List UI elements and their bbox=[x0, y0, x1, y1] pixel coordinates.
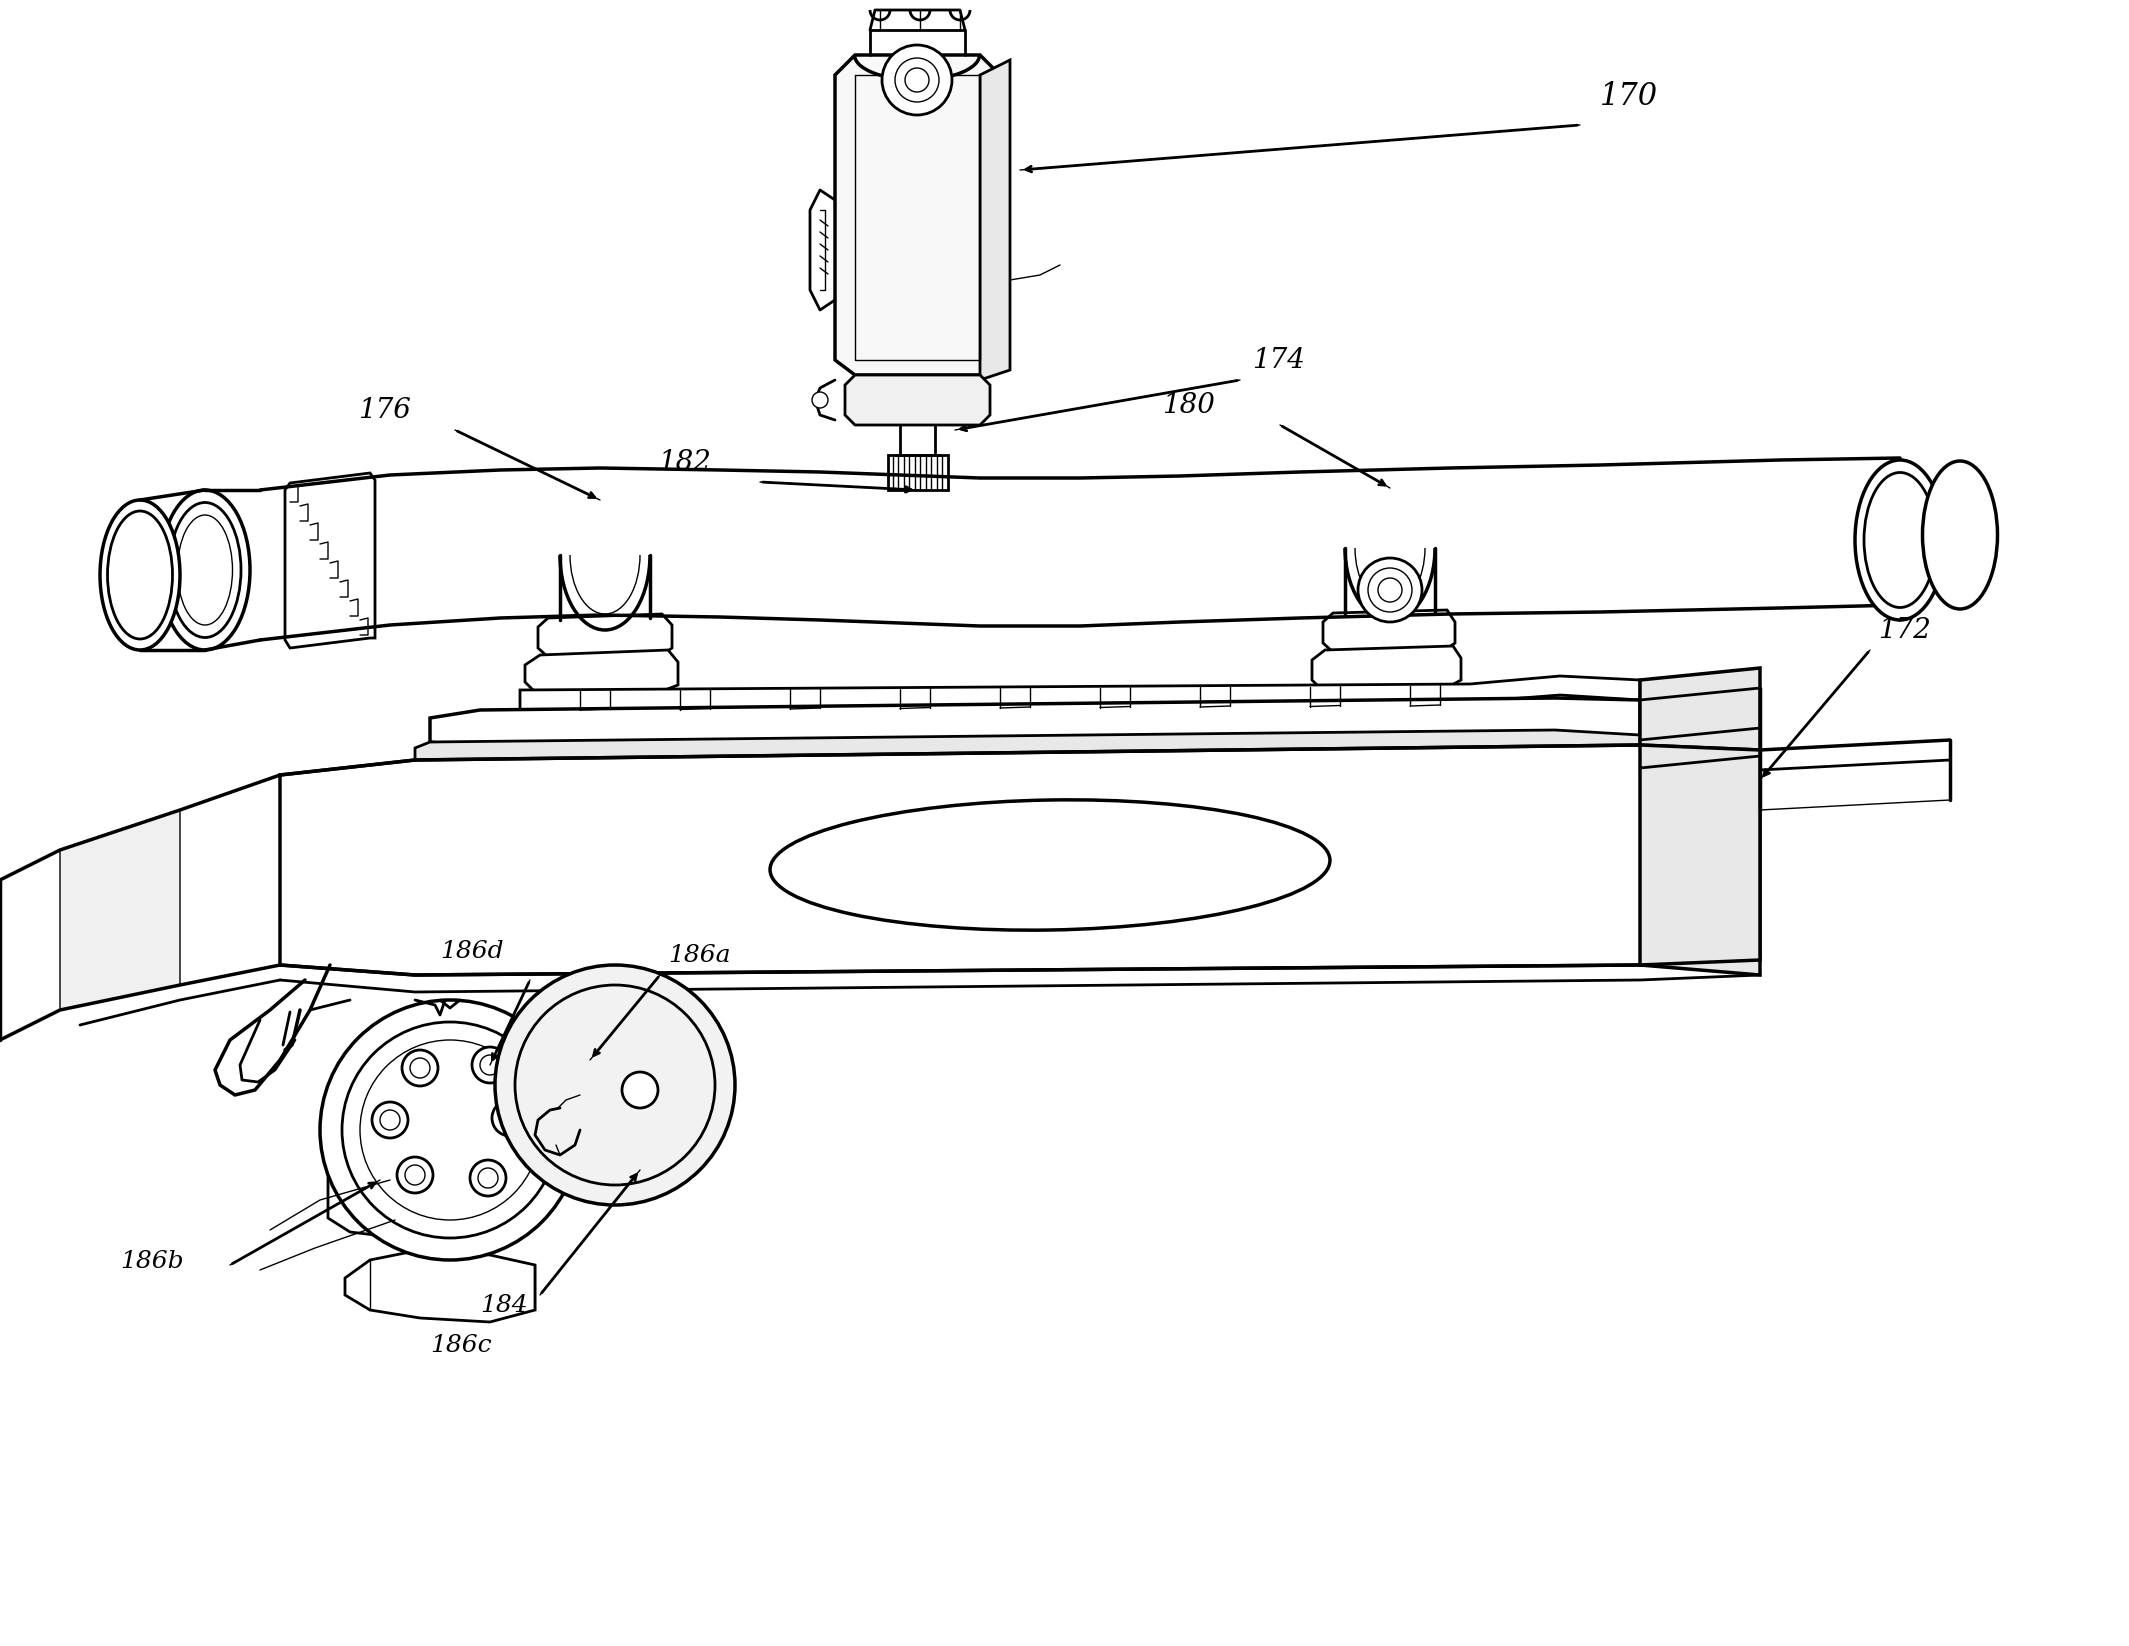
Polygon shape bbox=[526, 650, 677, 691]
Circle shape bbox=[396, 1157, 432, 1193]
Polygon shape bbox=[281, 746, 1761, 974]
Circle shape bbox=[479, 1055, 500, 1075]
Ellipse shape bbox=[168, 502, 241, 637]
Circle shape bbox=[622, 1072, 658, 1108]
Text: 182: 182 bbox=[658, 449, 711, 476]
Circle shape bbox=[905, 67, 928, 92]
Polygon shape bbox=[888, 454, 947, 491]
Circle shape bbox=[402, 1050, 439, 1086]
Polygon shape bbox=[519, 677, 1639, 709]
Text: 180: 180 bbox=[1162, 392, 1216, 420]
Circle shape bbox=[343, 1022, 558, 1238]
Text: 186a: 186a bbox=[669, 945, 730, 966]
Circle shape bbox=[319, 1001, 579, 1259]
Polygon shape bbox=[285, 472, 375, 649]
Circle shape bbox=[379, 1109, 400, 1131]
Text: 186d: 186d bbox=[441, 940, 505, 963]
Polygon shape bbox=[1639, 746, 1761, 974]
Text: 170: 170 bbox=[1601, 81, 1658, 112]
Circle shape bbox=[496, 965, 735, 1205]
Polygon shape bbox=[415, 729, 1639, 772]
Circle shape bbox=[411, 1058, 430, 1078]
Circle shape bbox=[479, 1169, 498, 1188]
Polygon shape bbox=[60, 810, 181, 1011]
Circle shape bbox=[894, 58, 939, 102]
Polygon shape bbox=[539, 614, 673, 657]
Circle shape bbox=[473, 1047, 509, 1083]
Circle shape bbox=[881, 44, 952, 115]
Ellipse shape bbox=[106, 510, 172, 639]
Circle shape bbox=[1369, 568, 1412, 612]
Circle shape bbox=[373, 1103, 409, 1137]
Text: 186c: 186c bbox=[430, 1333, 492, 1356]
Text: 184: 184 bbox=[479, 1294, 528, 1317]
Text: 172: 172 bbox=[1878, 617, 1931, 644]
Polygon shape bbox=[328, 1155, 490, 1239]
Polygon shape bbox=[345, 1249, 534, 1322]
Polygon shape bbox=[1311, 645, 1460, 688]
Text: 174: 174 bbox=[1252, 347, 1305, 374]
Polygon shape bbox=[1322, 611, 1454, 652]
Polygon shape bbox=[430, 698, 1639, 747]
Circle shape bbox=[1377, 578, 1403, 602]
Polygon shape bbox=[979, 59, 1009, 380]
Ellipse shape bbox=[177, 515, 232, 625]
Circle shape bbox=[1358, 558, 1422, 622]
Text: 176: 176 bbox=[358, 397, 411, 425]
Circle shape bbox=[471, 1160, 507, 1197]
Circle shape bbox=[515, 984, 715, 1185]
Ellipse shape bbox=[160, 491, 249, 650]
Ellipse shape bbox=[1865, 472, 1935, 607]
Circle shape bbox=[500, 1108, 519, 1128]
Polygon shape bbox=[845, 375, 990, 425]
Circle shape bbox=[360, 1040, 541, 1220]
Ellipse shape bbox=[1854, 459, 1946, 621]
Text: 186b: 186b bbox=[119, 1249, 183, 1272]
Ellipse shape bbox=[1922, 461, 1997, 609]
Circle shape bbox=[492, 1100, 528, 1136]
Circle shape bbox=[405, 1165, 426, 1185]
Polygon shape bbox=[835, 54, 1001, 375]
Polygon shape bbox=[1639, 668, 1761, 820]
Circle shape bbox=[811, 392, 828, 408]
Ellipse shape bbox=[771, 800, 1331, 930]
Ellipse shape bbox=[100, 500, 181, 650]
